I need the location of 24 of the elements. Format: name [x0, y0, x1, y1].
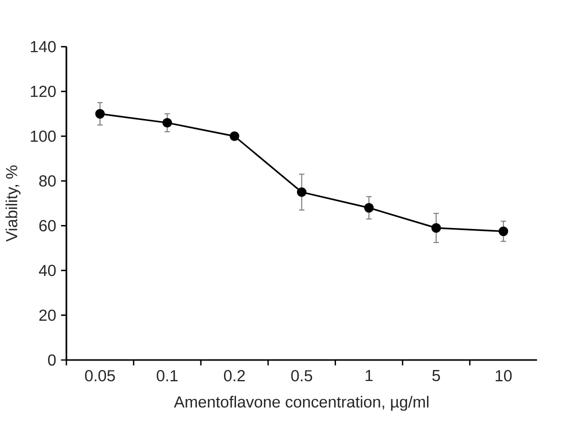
y-tick-label: 0 [48, 354, 56, 366]
point [498, 226, 508, 236]
y-tick-label: 20 [39, 310, 56, 321]
y-axis-title: Viability, % [6, 166, 20, 242]
point [162, 118, 172, 128]
x-tick-label: 1 [366, 370, 373, 382]
point [364, 203, 374, 213]
y-tick-label: 80 [39, 175, 56, 187]
point [296, 187, 307, 197]
x-tick-label: 0.5 [291, 370, 312, 382]
point [95, 109, 105, 119]
point [230, 131, 240, 141]
x-axis-title: Amentoflavone concentration, µg/ml [174, 396, 428, 411]
y-tick-label: 140 [30, 41, 56, 52]
x-tick-label: 0.2 [224, 370, 245, 382]
point [431, 223, 441, 233]
y-tick-label: 100 [30, 130, 56, 142]
y-tick-label: 60 [39, 220, 56, 232]
x-tick-label: 0.1 [156, 370, 178, 382]
y-tick-label: 40 [38, 264, 56, 276]
x-tick-label: 5 [432, 370, 440, 382]
x-tick-label: 0.05 [85, 370, 115, 382]
x-tick-label: 10 [496, 370, 512, 382]
y-tick-label: 120 [30, 86, 56, 98]
